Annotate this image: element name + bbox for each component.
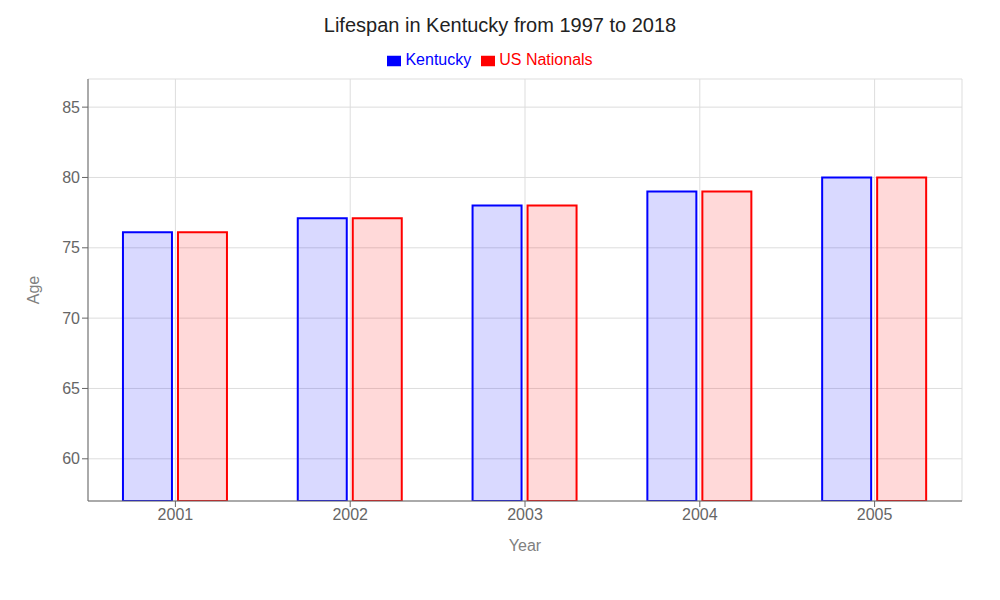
svg-text:2001: 2001 [158, 506, 194, 523]
svg-text:70: 70 [62, 310, 80, 327]
svg-text:80: 80 [62, 169, 80, 186]
html-text:US Nationals: US Nationals [499, 51, 593, 68]
svg-text:Year: Year [509, 537, 542, 554]
html-text:Kentucky: Kentucky [405, 51, 472, 68]
svg-text:60: 60 [62, 450, 80, 467]
svg-text:Age: Age [25, 276, 42, 305]
svg-text:2004: 2004 [682, 506, 718, 523]
svg-text:65: 65 [62, 380, 80, 397]
html-text:Lifespan in Kentucky from 1997: Lifespan in Kentucky from 1997 to 2018 [323, 14, 677, 36]
svg-text:2003: 2003 [507, 506, 543, 523]
svg-text:85: 85 [62, 99, 80, 116]
svg-text:75: 75 [62, 239, 80, 256]
svg-text:2005: 2005 [857, 506, 893, 523]
svg-text:2002: 2002 [332, 506, 368, 523]
